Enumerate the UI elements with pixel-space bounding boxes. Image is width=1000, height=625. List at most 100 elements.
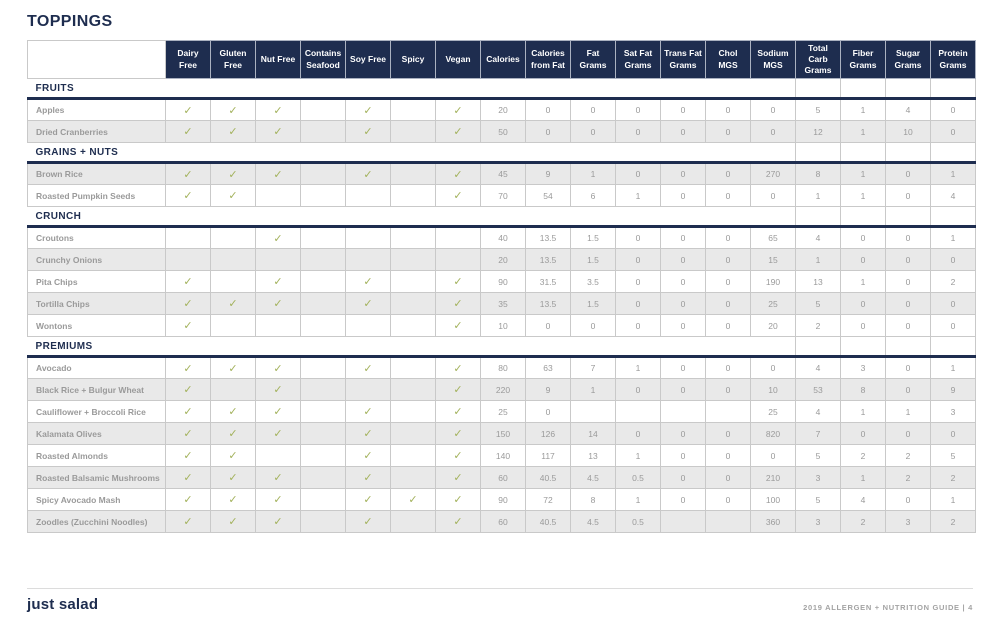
value-cell: 1 <box>840 184 886 207</box>
checkmark-icon: ✓ <box>228 450 238 462</box>
value-cell: 0 <box>615 98 661 121</box>
value-cell: 117 <box>525 444 571 467</box>
value-cell: 0 <box>705 488 751 511</box>
value-cell: 0 <box>705 422 751 445</box>
value-cell: 0 <box>840 292 886 315</box>
check-cell <box>300 248 346 271</box>
check-cell <box>210 226 256 249</box>
check-cell: ✓ <box>435 444 481 467</box>
toppings-name-column-header <box>27 40 166 79</box>
value-cell: 1 <box>570 378 616 401</box>
value-cell: 0 <box>570 314 616 337</box>
check-cell <box>300 226 346 249</box>
value-cell: 0 <box>660 120 706 143</box>
value-cell: 13.5 <box>525 226 571 249</box>
column-header: Fat Grams <box>570 40 616 79</box>
check-cell: ✓ <box>210 120 256 143</box>
column-header: Spicy <box>390 40 436 79</box>
value-cell: 65 <box>750 226 796 249</box>
checkmark-icon: ✓ <box>228 406 238 418</box>
value-cell: 0 <box>660 162 706 185</box>
value-cell: 0 <box>885 226 931 249</box>
section-empty-cell <box>795 78 841 100</box>
value-cell: 2 <box>840 444 886 467</box>
value-cell: 0 <box>840 248 886 271</box>
check-cell <box>345 184 391 207</box>
checkmark-icon: ✓ <box>363 362 373 375</box>
checkmark-icon: ✓ <box>183 516 193 528</box>
check-cell <box>300 488 346 511</box>
check-cell <box>165 226 211 249</box>
checkmark-icon: ✓ <box>273 494 283 506</box>
check-cell: ✓ <box>435 356 481 379</box>
value-cell: 1 <box>840 120 886 143</box>
check-cell <box>390 270 436 293</box>
value-cell: 1 <box>840 270 886 293</box>
value-cell: 0 <box>930 248 976 271</box>
value-cell: 0 <box>840 422 886 445</box>
checkmark-icon: ✓ <box>363 126 373 138</box>
value-cell: 0 <box>885 162 931 185</box>
check-cell <box>255 314 301 337</box>
value-cell: 0 <box>660 98 706 121</box>
value-cell: 20 <box>480 98 526 121</box>
checkmark-icon: ✓ <box>183 450 193 462</box>
checkmark-icon: ✓ <box>183 362 193 375</box>
value-cell: 53 <box>795 378 841 401</box>
section-row: CRUNCH <box>27 206 976 228</box>
value-cell: 4 <box>840 488 886 511</box>
section-label: CRUNCH <box>27 206 796 228</box>
check-cell <box>300 422 346 445</box>
check-cell: ✓ <box>255 120 301 143</box>
topping-name: Croutons <box>27 226 166 249</box>
check-cell <box>300 400 346 423</box>
checkmark-icon: ✓ <box>363 406 373 418</box>
checkmark-icon: ✓ <box>363 428 373 440</box>
check-cell: ✓ <box>210 292 256 315</box>
check-cell: ✓ <box>255 400 301 423</box>
value-cell: 0 <box>885 378 931 401</box>
checkmark-icon: ✓ <box>453 104 463 117</box>
check-cell <box>345 248 391 271</box>
check-cell: ✓ <box>210 488 256 511</box>
check-cell <box>390 98 436 121</box>
check-cell: ✓ <box>165 98 211 121</box>
value-cell: 0 <box>660 466 706 489</box>
section-empty-cell <box>795 142 841 164</box>
footer-divider <box>27 588 973 589</box>
checkmark-icon: ✓ <box>273 126 283 138</box>
value-cell: 10 <box>885 120 931 143</box>
check-cell: ✓ <box>165 120 211 143</box>
value-cell: 1 <box>615 356 661 379</box>
check-cell: ✓ <box>255 98 301 121</box>
check-cell <box>435 226 481 249</box>
column-header: Trans Fat Grams <box>660 40 706 79</box>
value-cell: 0 <box>885 292 931 315</box>
section-label: GRAINS + NUTS <box>27 142 796 164</box>
column-header: Vegan <box>435 40 481 79</box>
checkmark-icon: ✓ <box>273 406 283 418</box>
value-cell: 0 <box>660 226 706 249</box>
check-cell: ✓ <box>345 292 391 315</box>
value-cell: 0.5 <box>615 466 661 489</box>
checkmark-icon: ✓ <box>183 298 193 310</box>
column-header: Nut Free <box>255 40 301 79</box>
table-row: Roasted Balsamic Mushrooms ✓ ✓ ✓ ✓ ✓ 60 40.5 4.5… <box>27 466 976 489</box>
column-header: Total Carb Grams <box>795 40 841 79</box>
check-cell: ✓ <box>210 184 256 207</box>
value-cell: 25 <box>750 292 796 315</box>
checkmark-icon: ✓ <box>453 406 463 418</box>
section-empty-cell <box>930 78 976 100</box>
value-cell: 13.5 <box>525 292 571 315</box>
checkmark-icon: ✓ <box>228 494 238 506</box>
checkmark-icon: ✓ <box>183 190 193 202</box>
value-cell: 8 <box>840 378 886 401</box>
value-cell: 0 <box>885 422 931 445</box>
value-cell: 9 <box>930 378 976 401</box>
column-header: Sugar Grams <box>885 40 931 79</box>
checkmark-icon: ✓ <box>363 104 373 117</box>
value-cell: 100 <box>750 488 796 511</box>
check-cell <box>255 248 301 271</box>
value-cell: 0 <box>615 248 661 271</box>
table-row: Croutons ✓ 40 13.5 1.5 0 0 0 65 4 0 0 1 <box>27 226 976 249</box>
